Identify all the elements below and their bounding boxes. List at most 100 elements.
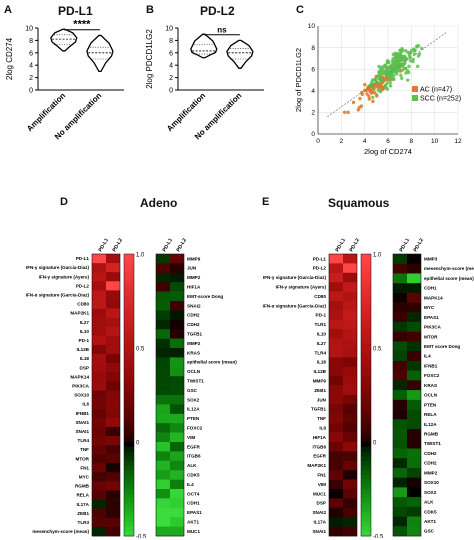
heatmap-d-cell (156, 301, 170, 311)
heatmap-d-cell (170, 338, 184, 349)
scatter-point-scc (398, 48, 402, 53)
heatmap-d-cell (170, 517, 184, 527)
heatmap-d-colorbar-segment (124, 399, 134, 405)
heatmap-d-row-label: PIK3CA (72, 384, 90, 389)
violin-a-y-tick-label: 0 (29, 88, 33, 95)
heatmap-e-row-label: IL18 (317, 360, 327, 365)
scatter-point-scc (407, 70, 411, 75)
scatter-x-tick-label: 2 (340, 138, 344, 145)
heatmap-e-row-label: IL17A (313, 520, 326, 525)
heatmap-e-row-label: FOXC2 (424, 373, 440, 378)
scatter-chart-c: 0 2 4 6 8 10 12 0 2 4 6 8 10 2log of CD274 2log of PDC… (294, 23, 462, 156)
heatmap-e-colorbar-segment (361, 446, 371, 452)
heatmap-d-colorbar-segment (124, 437, 134, 443)
heatmap-d-cell (106, 454, 120, 464)
heatmap-e-colorbar-segment (361, 333, 371, 339)
heatmap-e-cell (407, 370, 421, 381)
heatmap-d-row-label: TLR4 (78, 438, 90, 443)
heatmap-e-cell (329, 489, 343, 499)
heatmap-d-colorbar-segment (124, 380, 134, 386)
heatmap-e-cell (343, 526, 357, 537)
heatmap-e-row-label: IL10 (317, 332, 327, 337)
scatter-point-ac (346, 110, 350, 115)
heatmap-d-cell (170, 366, 184, 377)
heatmap-e-column-label: PD-L1 (335, 237, 348, 253)
heatmap-e-cell (343, 329, 357, 339)
heatmap-e-colorbar-segment (361, 296, 371, 302)
scatter-point-scc (377, 64, 381, 69)
scatter-point-scc (380, 65, 384, 69)
panel-letter-e: E (262, 196, 270, 208)
heatmap-e-cell (329, 432, 343, 443)
heatmap-e-row-label: TLR4 (315, 350, 327, 355)
scatter-y-axis-label: 2log of PDCD1LG2 (294, 48, 303, 112)
heatmap-e-cell (329, 517, 343, 527)
scatter-point-scc (412, 52, 417, 56)
heatmap-e-cell (407, 273, 421, 284)
heatmap-e-cell (393, 467, 407, 478)
heatmap-e-cell (407, 497, 421, 508)
heatmap-e-cell (329, 291, 343, 302)
heatmap-d-colorbar-segment (124, 451, 134, 457)
heatmap-d-colorbar-segment (124, 526, 134, 532)
heatmap-e-colorbar-segment (361, 484, 371, 490)
heatmap-e-row-label: EPAS1 (424, 315, 439, 320)
heatmap-e-colorbar-tick: 1.0 (373, 253, 382, 259)
heatmap-d-cell (156, 479, 170, 490)
heatmap-e-cell (343, 263, 357, 274)
scatter-y-tick-label: 10 (308, 23, 316, 30)
heatmap-d-colorbar-segment (124, 352, 134, 358)
heatmap-d-colorbar-segment (124, 484, 134, 490)
heatmap-d-cell (92, 335, 106, 346)
scatter-point-scc (404, 71, 408, 75)
heatmap-d-row-label: ZEB1 (77, 511, 89, 516)
heatmap-e-cell (329, 376, 343, 386)
heatmap-e-cell (329, 395, 343, 405)
heatmap-e-cell (393, 497, 407, 508)
heatmap-d-column-label: PD-L1 (162, 237, 175, 253)
scatter-point-ac (379, 84, 383, 88)
heatmap-d-row-label: SNAI1 (75, 429, 89, 434)
heatmap-e-cell (329, 348, 343, 358)
scatter-point-scc (377, 74, 381, 78)
scatter-point-ac (365, 92, 369, 96)
heatmap-d-row-label: TGFB1 (187, 332, 203, 337)
heatmap-d-column-label: PD-L2 (112, 237, 125, 253)
scatter-point-scc (408, 55, 412, 60)
heatmap-e-cell (407, 283, 421, 294)
heatmap-d-colorbar-segment (124, 493, 134, 499)
heatmap-d-row-label: mesenchym-score (mean) (32, 529, 89, 534)
heatmap-d-cell (156, 526, 170, 537)
legend-label: AC (n=47) (420, 87, 452, 94)
heatmap-e-row-label: RELA (424, 412, 437, 417)
heatmap-d-colorbar-segment (124, 268, 134, 274)
heatmap-d-cell (106, 263, 120, 273)
heatmap-e-colorbar-segment (361, 385, 371, 391)
heatmap-e-cell (329, 470, 343, 480)
heatmap-d-cell (92, 445, 106, 455)
heatmap-e-row-label: MTOR (424, 334, 438, 339)
heatmap-e-colorbar-segment (361, 338, 371, 344)
scatter-point-scc (400, 76, 404, 80)
heatmap-d-row-label: IL27 (80, 320, 90, 325)
heatmap-e-row-label: CD80 (314, 294, 326, 299)
heatmap-e-cell (343, 423, 357, 433)
heatmap-e-grid-border (328, 253, 358, 537)
heatmap-d-grid-border (91, 253, 121, 537)
heatmap-e-cell (343, 348, 357, 358)
heatmap-e-cell (329, 366, 343, 377)
heatmap-e-row-label: MAP2K1 (307, 463, 326, 468)
heatmap-d-row-label: IL4 (187, 482, 194, 487)
scatter-point-scc (411, 57, 415, 61)
heatmap-e-cell (407, 419, 421, 430)
heatmap-d-colorbar-segment (124, 489, 134, 495)
scatter-point-ac (380, 87, 385, 92)
heatmap-e-cell (329, 310, 343, 321)
scatter-point-scc (378, 69, 383, 73)
heatmap-d-row-label: CDK5 (187, 473, 200, 478)
heatmap-d-row-label: IL10 (80, 329, 90, 334)
heatmap-d-colorbar-segment (124, 310, 134, 316)
heatmap-d-cell (106, 472, 120, 482)
scatter-point-scc (404, 57, 408, 61)
heatmap-e-colorbar-segment (361, 254, 371, 260)
